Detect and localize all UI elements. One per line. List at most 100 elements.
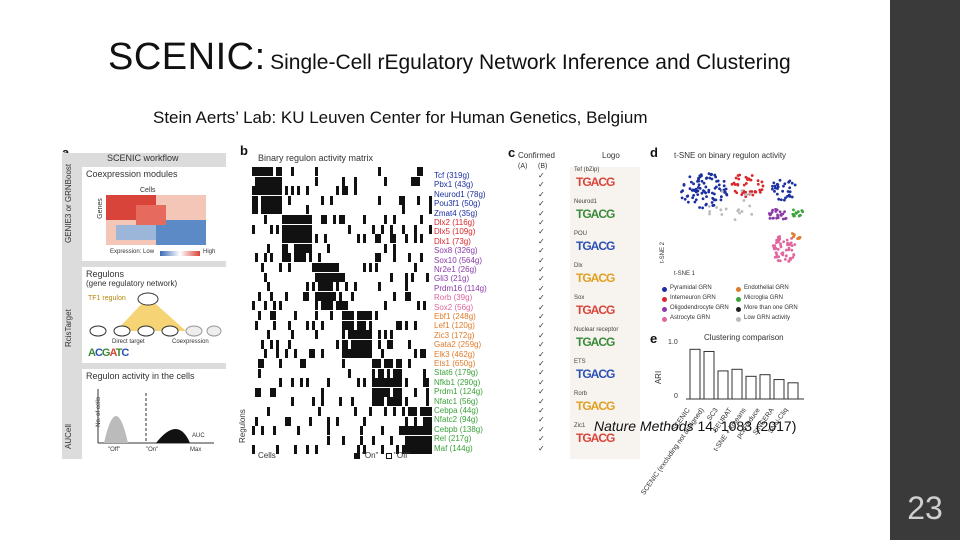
matrix-cell <box>429 445 432 455</box>
matrix-cell <box>306 282 309 292</box>
matrix-cell <box>411 176 414 186</box>
matrix-cell <box>300 253 303 263</box>
tsne-point <box>696 179 700 183</box>
matrix-cell <box>309 215 312 224</box>
figure: a SCENIC workflow Coexpression modules C… <box>62 143 807 497</box>
matrix-cell <box>369 330 372 340</box>
matrix-cell <box>270 253 273 263</box>
matrix-cell <box>294 215 297 224</box>
tsne-point <box>788 186 792 190</box>
matrix-cell <box>252 205 255 215</box>
tsne-point <box>698 206 702 209</box>
legend-dot <box>736 287 741 292</box>
matrix-cell <box>276 205 279 215</box>
matrix-cell <box>390 272 393 282</box>
step2-label: Regulons <box>86 269 125 279</box>
matrix-cell <box>336 301 339 311</box>
matrix-cell <box>426 397 429 407</box>
matrix-cell <box>255 205 258 215</box>
matrix-cell <box>378 253 381 263</box>
tsne-point <box>733 218 737 222</box>
motif-glyph: TGACG <box>576 335 615 349</box>
matrix-cell <box>429 435 432 445</box>
matrix-cell <box>324 234 327 244</box>
logo-label: Sox <box>574 295 585 301</box>
matrix-cell <box>267 282 270 292</box>
matrix-cell <box>417 301 420 311</box>
matrix-cell <box>282 224 285 234</box>
matrix-cell <box>429 416 432 426</box>
matrix-cell <box>366 330 369 340</box>
tsne-point <box>694 190 698 194</box>
matrix-cell <box>306 186 309 196</box>
matrix-cell <box>408 435 411 445</box>
matrix-cell <box>345 301 348 311</box>
tsne-point <box>758 190 762 194</box>
matrix-cell <box>375 253 378 263</box>
tsne-point <box>697 183 701 187</box>
matrix-cell <box>384 378 387 388</box>
matrix-cell <box>414 234 417 244</box>
motif-glyph: TGACG <box>576 303 615 317</box>
matrix-cell <box>330 263 333 272</box>
tsne-point <box>793 243 797 247</box>
ari-bar <box>759 374 771 400</box>
matrix-cell <box>264 215 267 224</box>
regulon-label: Dlx2 (116g) <box>434 218 475 227</box>
tsne-point <box>689 180 693 184</box>
tsne-point <box>702 181 706 185</box>
matrix-cell <box>345 186 348 196</box>
tsne-point <box>717 183 721 187</box>
matrix-cell <box>390 339 393 349</box>
method-label: pcaReduce <box>735 407 762 441</box>
legend-off-swatch <box>386 453 392 459</box>
confirmed-check: ✓ <box>538 265 545 274</box>
matrix-cell <box>315 445 318 455</box>
matrix-cell <box>315 301 318 311</box>
matrix-cell <box>309 416 312 426</box>
matrix-cell <box>423 378 426 388</box>
step3-box: Regulon activity in the cells No. of cel… <box>82 369 226 459</box>
matrix-cell <box>378 387 381 397</box>
matrix-cell <box>264 176 267 186</box>
matrix-cell <box>384 359 387 368</box>
matrix-cell <box>405 378 408 388</box>
tsne-point <box>790 232 794 235</box>
matrix-cell <box>282 215 285 224</box>
confirmed-check: ✓ <box>538 227 545 237</box>
matrix-cell <box>276 339 279 349</box>
matrix-cell <box>363 339 366 349</box>
matrix-cell <box>309 349 312 359</box>
tsne-point <box>735 191 739 195</box>
cells-axis-label: Cells <box>258 451 276 460</box>
tsne-point <box>786 190 790 193</box>
tsne-point <box>792 253 796 256</box>
matrix-cell <box>390 359 393 368</box>
matrix-cell <box>363 349 366 359</box>
tsne-point <box>775 192 779 196</box>
tsne-point <box>779 242 782 246</box>
col-b-header: (B) <box>538 163 548 170</box>
panel-d-letter: d <box>650 145 658 160</box>
tsne-point <box>756 182 760 186</box>
step1-side: GENIE3 or GRNBoost <box>64 163 73 243</box>
tsne-point <box>750 212 754 216</box>
matrix-cell <box>390 397 393 407</box>
panel-a: SCENIC workflow Coexpression modules Cel… <box>62 153 226 459</box>
tsne-point <box>719 198 723 202</box>
regulon-list: Tcf (319g) Pbx1 (43g) Neurod1 (78g) Pou3f1 … <box>434 171 512 457</box>
matrix-cell <box>339 301 342 311</box>
matrix-cell <box>348 320 351 330</box>
regulon-label: Cebpa (44g) <box>434 406 479 415</box>
citation-journal: Nature Methods <box>594 418 694 434</box>
off-label: "Off" <box>108 447 121 453</box>
matrix-cell <box>405 426 408 436</box>
matrix-cell <box>357 445 360 455</box>
regulon-label: Sox10 (564g) <box>434 255 483 265</box>
matrix-cell <box>384 387 387 397</box>
matrix-cell <box>399 195 402 205</box>
matrix-cell <box>306 378 309 388</box>
matrix-cell <box>330 195 333 205</box>
method-label: SCENIC (excluding not assigned) <box>640 407 706 497</box>
matrix-cell <box>426 272 429 282</box>
